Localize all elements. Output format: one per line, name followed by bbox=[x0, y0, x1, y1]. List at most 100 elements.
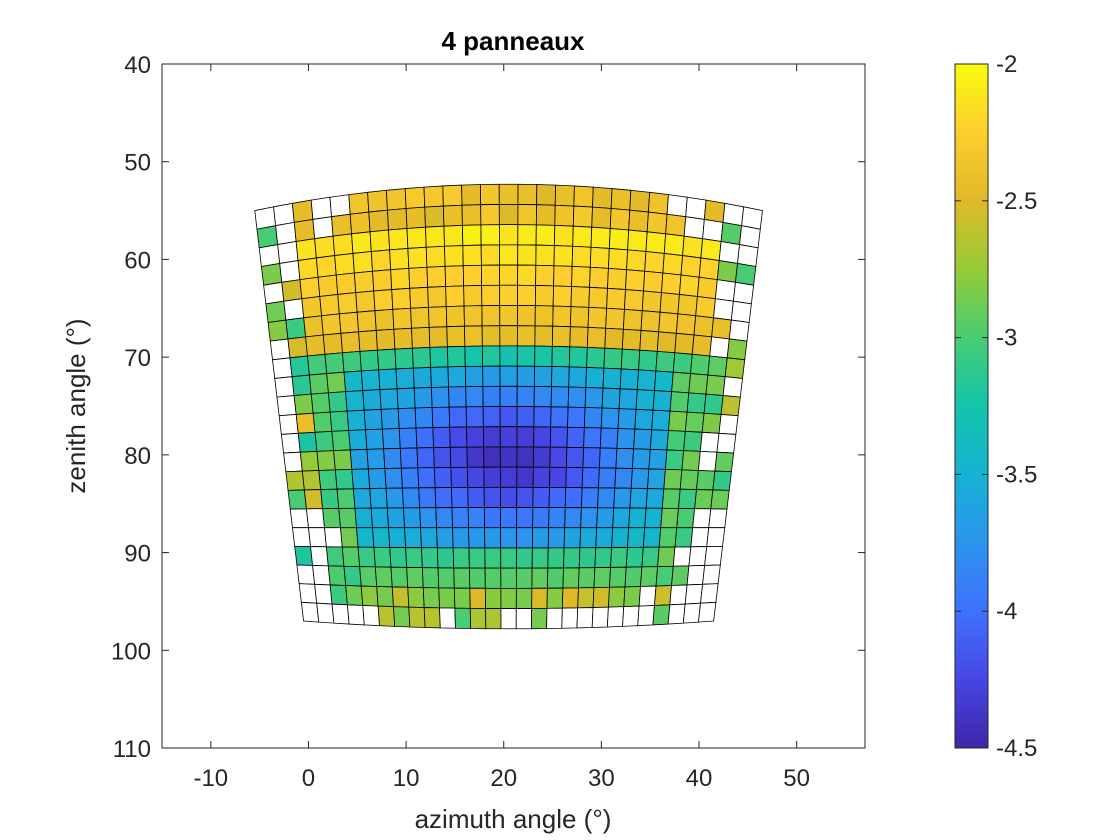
heatmap-cell bbox=[357, 546, 376, 568]
heatmap-cell bbox=[423, 185, 444, 208]
heatmap-cell bbox=[374, 566, 393, 588]
heatmap-cell bbox=[607, 267, 627, 290]
heatmap-cell bbox=[430, 386, 450, 408]
heatmap-cell bbox=[516, 446, 535, 468]
heatmap-cell bbox=[370, 507, 389, 529]
heatmap-cell bbox=[499, 365, 518, 387]
colorbar-tick-label: -3.5 bbox=[996, 461, 1037, 488]
heatmap-cell bbox=[359, 566, 378, 587]
heatmap-cell bbox=[669, 391, 690, 413]
heatmap-cell bbox=[346, 604, 365, 626]
heatmap-cell bbox=[375, 328, 396, 351]
heatmap-cell bbox=[287, 336, 308, 359]
heatmap-cell bbox=[419, 507, 437, 529]
heatmap-cell bbox=[395, 367, 415, 390]
heatmap-cell bbox=[531, 587, 548, 609]
heatmap-cell bbox=[289, 508, 309, 529]
heatmap-cell bbox=[413, 387, 433, 409]
heatmap-cell bbox=[412, 346, 432, 369]
heatmap-cell bbox=[281, 279, 303, 302]
heatmap-cell bbox=[399, 447, 419, 469]
heatmap-cell bbox=[498, 183, 519, 205]
heatmap-cell bbox=[517, 305, 536, 327]
heatmap-cell bbox=[553, 224, 574, 247]
heatmap-cell bbox=[709, 336, 730, 359]
heatmap-cell bbox=[431, 406, 451, 428]
heatmap-cell bbox=[481, 325, 501, 347]
y-tick-label: 40 bbox=[124, 52, 151, 79]
heatmap-cell bbox=[254, 206, 277, 230]
heatmap-cell bbox=[461, 204, 482, 226]
heatmap-cell bbox=[360, 369, 381, 392]
heatmap-cell bbox=[291, 374, 312, 397]
heatmap-cell bbox=[531, 567, 549, 589]
heatmap-cell bbox=[276, 395, 297, 417]
heatmap-cell bbox=[432, 426, 451, 448]
heatmap-cell bbox=[532, 466, 551, 488]
heatmap-cell bbox=[686, 565, 706, 586]
heatmap-cell bbox=[295, 238, 317, 262]
colorbar-gradient bbox=[954, 63, 989, 749]
heatmap-cell bbox=[554, 184, 575, 207]
heatmap-cell bbox=[606, 606, 625, 628]
heatmap-cell bbox=[614, 467, 633, 489]
heatmap-cell bbox=[697, 450, 718, 472]
heatmap-cell bbox=[629, 189, 651, 213]
heatmap-cell bbox=[267, 319, 289, 342]
heatmap-cell bbox=[685, 196, 707, 220]
heatmap-cell bbox=[692, 508, 712, 529]
heatmap-cell bbox=[515, 587, 533, 609]
heatmap-cell bbox=[620, 348, 641, 371]
heatmap-cell bbox=[312, 216, 334, 240]
heatmap-cell bbox=[644, 507, 663, 529]
heatmap-cell bbox=[549, 446, 568, 468]
heatmap-cell bbox=[701, 412, 722, 434]
heatmap-cell bbox=[517, 204, 537, 226]
heatmap-cell bbox=[297, 257, 319, 281]
heatmap-cell bbox=[691, 334, 713, 357]
heatmap-cell bbox=[442, 184, 463, 207]
colorbar-tick-label: -4.5 bbox=[996, 735, 1037, 762]
heatmap-cell bbox=[663, 468, 683, 490]
heatmap-cell bbox=[546, 587, 564, 609]
heatmap-cell bbox=[335, 272, 357, 295]
heatmap-cell bbox=[674, 332, 695, 355]
colorbar-tick-label: -2.5 bbox=[996, 188, 1037, 215]
heatmap-cell bbox=[269, 338, 291, 361]
heatmap-cell bbox=[283, 451, 303, 473]
heatmap-cell bbox=[634, 408, 654, 431]
heatmap-cell bbox=[658, 311, 679, 334]
heatmap-cell bbox=[603, 347, 623, 370]
heatmap-cell bbox=[338, 507, 357, 529]
heatmap-cell bbox=[498, 204, 519, 226]
heatmap-cell bbox=[415, 427, 435, 449]
heatmap-cell bbox=[621, 328, 642, 351]
heatmap-cell bbox=[533, 386, 552, 408]
heatmap-cell bbox=[449, 426, 468, 448]
heatmap-cell bbox=[619, 368, 639, 391]
heatmap-cell bbox=[279, 260, 301, 283]
heatmap-cell bbox=[405, 547, 423, 569]
heatmap-cell bbox=[499, 345, 518, 367]
heatmap-cell bbox=[370, 249, 392, 272]
y-tick-label: 90 bbox=[124, 541, 151, 568]
heatmap-cell bbox=[651, 409, 671, 431]
heatmap-cell bbox=[452, 527, 470, 549]
heatmap-cell bbox=[585, 367, 605, 389]
heatmap-cell bbox=[291, 199, 314, 223]
heatmap-cell bbox=[516, 345, 536, 367]
heatmap-cell bbox=[334, 468, 354, 490]
heatmap-cell bbox=[666, 430, 686, 452]
heatmap-cell bbox=[396, 387, 416, 410]
heatmap-cell bbox=[678, 488, 697, 510]
heatmap-cell bbox=[278, 414, 299, 435]
heatmap-cell bbox=[421, 567, 440, 589]
heatmap-cell bbox=[294, 545, 314, 566]
heatmap-cell bbox=[499, 385, 518, 407]
x-tick-label: -10 bbox=[193, 765, 228, 792]
plot-frame bbox=[161, 63, 866, 749]
heatmap-cell bbox=[552, 305, 572, 328]
heatmap-cell bbox=[437, 567, 455, 589]
heatmap-cell bbox=[265, 300, 287, 323]
heatmap-cell bbox=[535, 264, 555, 287]
